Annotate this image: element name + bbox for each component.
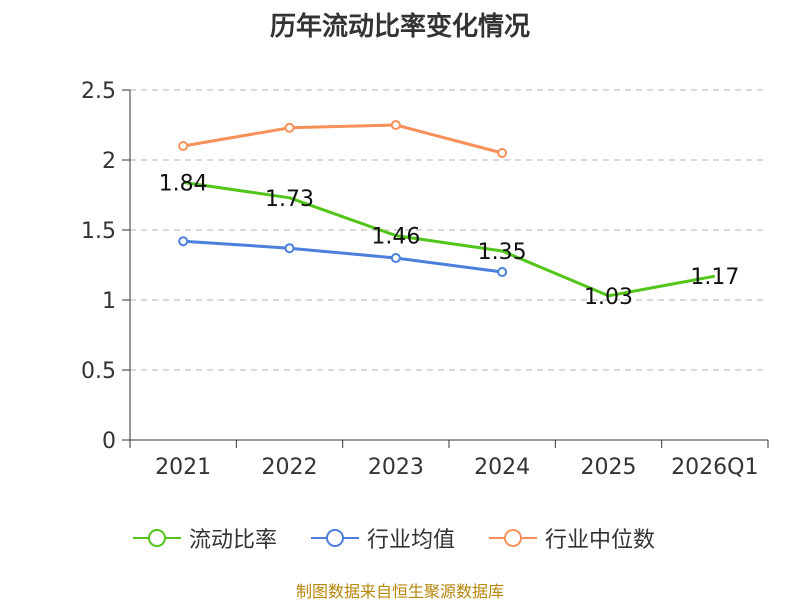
data-point [497, 148, 508, 158]
data-label: 1.73 [265, 187, 314, 212]
x-tick-label: 2024 [474, 455, 530, 480]
legend: 流动比率 行业均值 行业中位数 [0, 520, 800, 556]
data-label: 1.03 [584, 285, 633, 310]
data-point [178, 236, 189, 247]
legend-line-icon [133, 529, 181, 547]
chart-title: 历年流动比率变化情况 [269, 12, 530, 42]
legend-item-industry-average[interactable]: 行业均值 [311, 520, 455, 556]
legend-item-industry-median[interactable]: 行业中位数 [489, 520, 655, 556]
data-point [497, 267, 508, 277]
legend-label: 行业均值 [367, 528, 456, 553]
x-tick-label: 2026Q1 [671, 455, 758, 480]
data-label: 1.17 [690, 265, 739, 290]
series-line [182, 180, 716, 298]
legend-label: 行业中位数 [545, 528, 656, 553]
legend-line-icon [489, 529, 537, 547]
y-tick-label: 1 [102, 289, 116, 314]
y-tick-label: 2 [102, 149, 116, 174]
data-point [390, 253, 401, 263]
y-tick-label: 0.5 [81, 359, 116, 384]
data-point [390, 120, 401, 130]
line-chart: 0 0.5 1 1.5 2 2.5 2021 2022 2023 2024 2025 2026Q1 1.… [81, 79, 769, 480]
y-tick-label: 0 [102, 429, 116, 454]
x-tick-label: 2022 [262, 455, 318, 480]
data-label: 1.84 [159, 171, 208, 196]
source-note: 制图数据来自恒生聚源数据库 [295, 582, 504, 601]
x-tick-label: 2021 [155, 455, 211, 480]
legend-label: 流动比率 [189, 528, 278, 553]
data-label: 1.35 [478, 240, 527, 265]
data-point [284, 243, 295, 254]
y-tick-label: 1.5 [81, 219, 116, 244]
series-line [183, 239, 503, 274]
data-point [178, 141, 189, 151]
x-tick-label: 2023 [368, 455, 424, 480]
series-line [182, 123, 503, 155]
y-tick-label: 2.5 [81, 79, 116, 104]
data-point [284, 122, 295, 133]
x-tick-label: 2025 [581, 455, 637, 480]
data-label: 1.46 [371, 225, 420, 250]
legend-line-icon [311, 529, 359, 547]
legend-item-current-ratio[interactable]: 流动比率 [133, 520, 277, 556]
